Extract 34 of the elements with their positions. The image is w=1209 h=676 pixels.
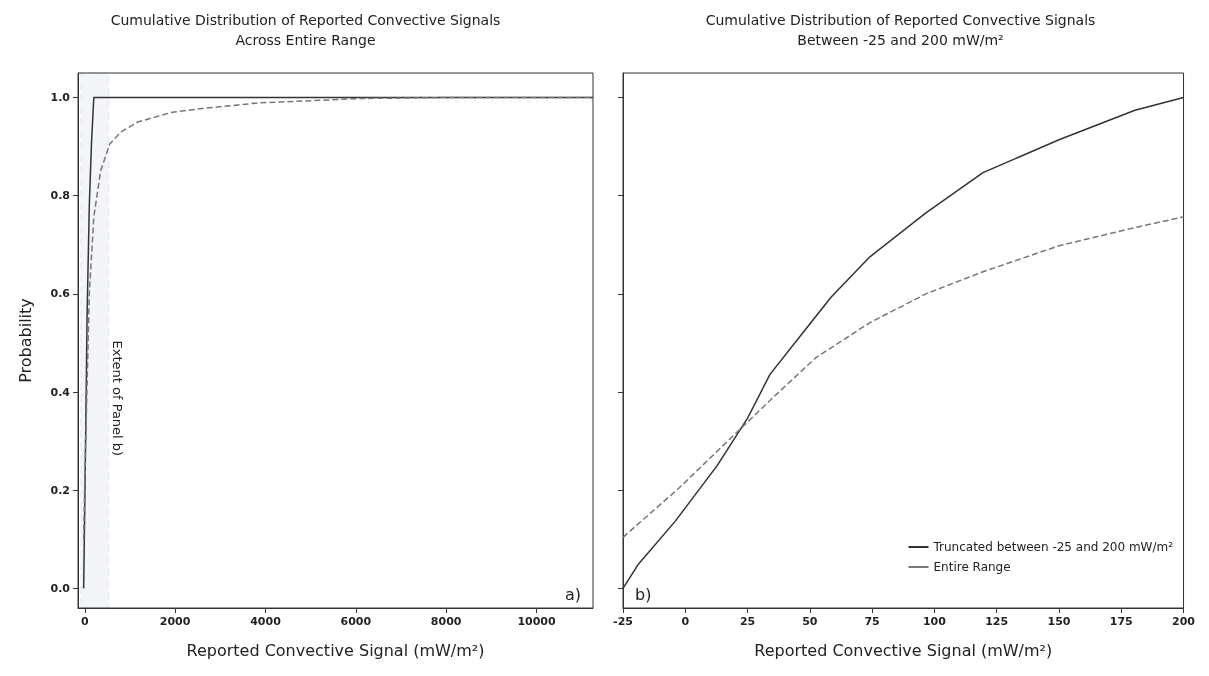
y-tick-label: 0.6	[50, 287, 71, 301]
x-tick-label: 6000	[340, 615, 372, 628]
x-tick-label: 125	[985, 615, 1009, 628]
x-tick-label: 150	[1047, 615, 1071, 628]
x-tick-label: 8000	[430, 615, 462, 628]
legend-label: Entire Range	[933, 560, 1011, 574]
y-tick-label: 0.0	[50, 581, 71, 595]
x-tick-label: 10000	[517, 615, 557, 628]
y-tick-label: 1.0	[50, 91, 71, 105]
y-tick-label: 0.8	[50, 189, 70, 203]
legend-label: Truncated between -25 and 200 mW/m²	[932, 540, 1174, 554]
band-label: Extent of Panel b)	[110, 340, 126, 457]
y-tick-label: 0.4	[50, 385, 71, 399]
annotation: b)	[635, 584, 652, 604]
x-tick-label: 25	[739, 615, 756, 628]
x-tick-label: 200	[1172, 615, 1196, 628]
y-axis-title: Probability	[15, 298, 35, 383]
chart-subtitle: Across Entire Range	[235, 32, 376, 48]
annotation: a)	[564, 584, 581, 604]
x-tick-label: 0	[681, 615, 690, 628]
x-tick-label: 100	[922, 615, 947, 628]
chart-subtitle: Between -25 and 200 mW/m²	[797, 32, 1004, 48]
x-tick-label: 175	[1109, 615, 1133, 628]
x-axis-title: Reported Convective Signal (mW/m²)	[754, 640, 1053, 660]
x-tick-label: -25	[613, 615, 633, 628]
x-axis-title: Reported Convective Signal (mW/m²)	[186, 640, 485, 660]
chart-title: Cumulative Distribution of Reported Convective Signals	[705, 12, 1096, 28]
x-tick-label: 4000	[250, 615, 282, 628]
y-tick-label: 0.2	[50, 483, 70, 497]
x-tick-label: 0	[80, 615, 89, 628]
x-tick-label: 50	[802, 615, 818, 628]
chart-title: Cumulative Distribution of Reported Convective Signals	[110, 12, 501, 28]
x-tick-label: 75	[864, 615, 880, 628]
x-tick-label: 2000	[159, 615, 191, 628]
